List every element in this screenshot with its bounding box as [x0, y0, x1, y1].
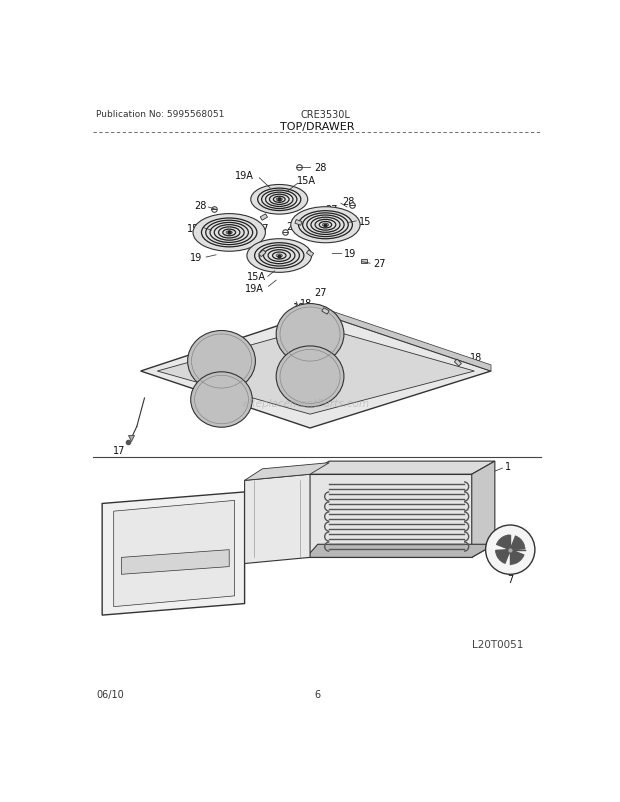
- Polygon shape: [306, 250, 314, 257]
- Text: 15: 15: [360, 217, 371, 227]
- Text: 7: 7: [507, 574, 513, 584]
- Polygon shape: [472, 461, 495, 557]
- Ellipse shape: [276, 198, 282, 201]
- Polygon shape: [306, 475, 472, 557]
- Polygon shape: [361, 260, 367, 264]
- Polygon shape: [259, 250, 266, 257]
- Text: 06/10: 06/10: [96, 690, 124, 699]
- Text: L20T0051: L20T0051: [472, 639, 523, 650]
- Text: 27: 27: [269, 239, 281, 249]
- Text: TOP/DRAWER: TOP/DRAWER: [280, 122, 355, 132]
- Ellipse shape: [276, 346, 344, 407]
- Circle shape: [485, 525, 535, 574]
- Ellipse shape: [193, 214, 265, 252]
- Ellipse shape: [226, 232, 232, 235]
- Text: 15: 15: [187, 224, 199, 233]
- Polygon shape: [113, 500, 234, 607]
- Polygon shape: [245, 475, 310, 564]
- Text: 6: 6: [315, 690, 321, 699]
- Polygon shape: [317, 307, 491, 371]
- Polygon shape: [122, 550, 229, 574]
- Polygon shape: [306, 461, 495, 475]
- Text: Publication No: 5995568051: Publication No: 5995568051: [96, 110, 224, 119]
- Text: 15A: 15A: [297, 176, 316, 186]
- Text: 16: 16: [342, 322, 355, 332]
- Text: 27: 27: [326, 205, 338, 214]
- Text: 2: 2: [252, 474, 258, 484]
- Polygon shape: [454, 359, 461, 367]
- Text: 19A: 19A: [235, 171, 254, 180]
- Polygon shape: [157, 327, 474, 415]
- Polygon shape: [102, 492, 245, 615]
- Text: 17: 17: [113, 445, 125, 455]
- Polygon shape: [245, 463, 329, 480]
- Polygon shape: [141, 313, 491, 428]
- Text: 27: 27: [314, 287, 326, 298]
- Text: 28: 28: [286, 222, 298, 232]
- Polygon shape: [295, 221, 302, 226]
- Text: 18: 18: [469, 353, 482, 363]
- Text: 19: 19: [344, 249, 356, 259]
- Polygon shape: [306, 545, 495, 557]
- Polygon shape: [260, 215, 267, 221]
- Text: 28: 28: [314, 163, 326, 172]
- Text: 28: 28: [194, 201, 206, 211]
- Text: 19: 19: [190, 253, 202, 263]
- Ellipse shape: [250, 185, 308, 215]
- Ellipse shape: [188, 331, 255, 392]
- Text: 28: 28: [342, 196, 355, 207]
- Text: 19A: 19A: [245, 283, 264, 294]
- Ellipse shape: [276, 304, 344, 365]
- Text: 15A: 15A: [247, 272, 265, 282]
- Polygon shape: [322, 308, 329, 314]
- Text: CRE3530L: CRE3530L: [301, 110, 350, 120]
- Ellipse shape: [276, 254, 282, 257]
- Ellipse shape: [191, 372, 252, 427]
- Text: 18: 18: [293, 302, 306, 313]
- Text: 27: 27: [373, 259, 386, 269]
- Text: eReplacementParts.com: eReplacementParts.com: [242, 399, 370, 409]
- Text: 27: 27: [256, 224, 268, 233]
- Text: 18: 18: [300, 299, 312, 309]
- Text: 1: 1: [505, 462, 511, 472]
- Text: 4: 4: [134, 601, 140, 610]
- Ellipse shape: [247, 240, 312, 273]
- Ellipse shape: [291, 208, 360, 244]
- Ellipse shape: [322, 224, 329, 227]
